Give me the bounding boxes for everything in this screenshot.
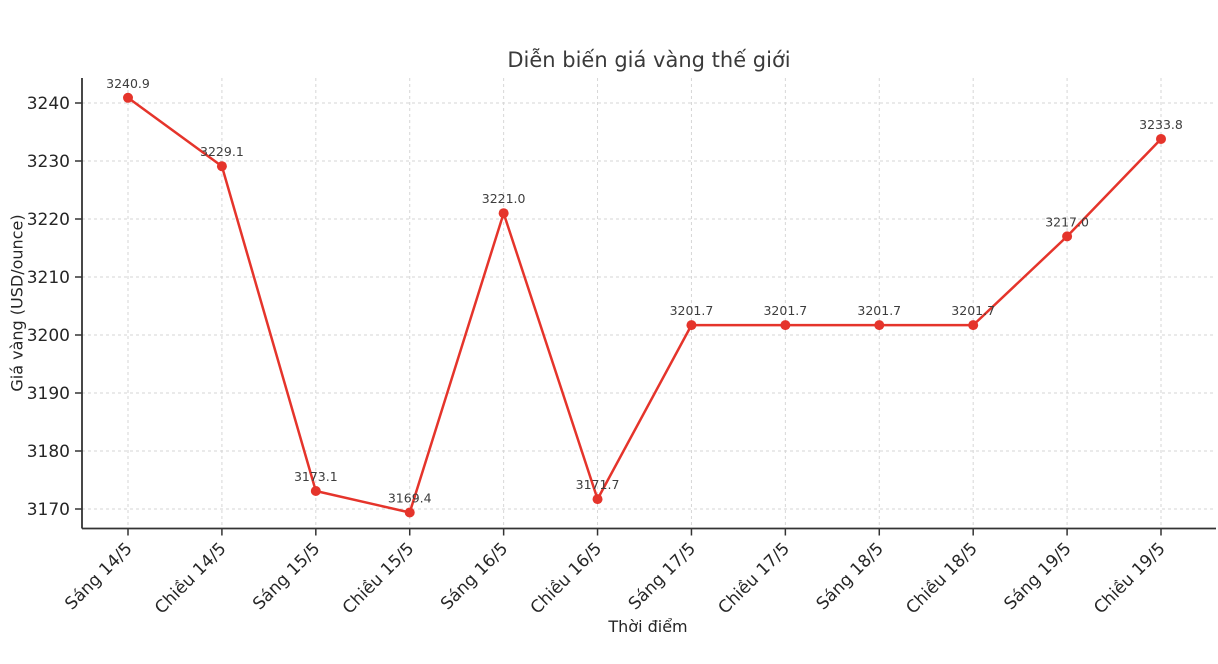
series-line (126, 96, 1163, 514)
data-point-marker (404, 507, 415, 518)
x-tick-label: Sáng 14/5 (61, 539, 136, 614)
y-axis-title: Giá vàng (USD/ounce) (7, 214, 27, 392)
gridlines (82, 78, 1216, 529)
data-point-marker (123, 92, 133, 103)
x-tick-label: Chiều 16/5 (526, 538, 606, 618)
data-point-label: 3229.1 (200, 144, 244, 159)
data-point-marker (498, 208, 509, 219)
data-point-label: 3171.7 (576, 477, 620, 492)
data-point-marker (310, 486, 321, 497)
axis-ticks (75, 102, 1162, 536)
data-point-marker (968, 320, 979, 331)
data-point-marker (1062, 231, 1073, 242)
data-point-label: 3201.7 (857, 303, 901, 318)
x-tick-label: Chiều 18/5 (902, 538, 982, 618)
data-point-label: 3201.7 (951, 303, 995, 318)
data-point-marker (216, 161, 227, 172)
y-tick-label: 3240 (27, 94, 70, 114)
x-tick-label: Sáng 17/5 (625, 539, 700, 614)
data-point-label: 3201.7 (763, 303, 807, 318)
chart-title: Diễn biến giá vàng thế giới (507, 48, 791, 72)
x-tick-label: Chiều 19/5 (1089, 538, 1169, 618)
data-point-marker (686, 320, 697, 331)
x-tick-label: Sáng 18/5 (813, 539, 888, 614)
y-tick-label: 3230 (27, 152, 70, 172)
data-points (123, 92, 1166, 518)
y-tick-labels: 3170 3180 3190 3200 3210 3220 3230 3240 (27, 94, 70, 520)
data-point-label: 3201.7 (670, 303, 714, 318)
data-point-label: 3217.0 (1045, 214, 1089, 229)
x-tick-label: Sáng 19/5 (1000, 539, 1075, 614)
data-point-marker (1156, 133, 1166, 144)
x-tick-label: Sáng 15/5 (249, 539, 324, 614)
x-axis-title: Thời điểm (608, 617, 688, 636)
y-tick-label: 3220 (27, 210, 70, 230)
price-line (126, 96, 1163, 514)
y-tick-label: 3170 (27, 500, 70, 520)
x-tick-label: Chiều 15/5 (338, 538, 418, 618)
y-tick-label: 3180 (27, 442, 70, 462)
x-tick-labels: Sáng 14/5 Chiều 14/5 Sáng 15/5 Chiều 15/5 Sá… (61, 538, 1169, 618)
data-point-label: 3233.8 (1139, 117, 1183, 132)
x-tick-label: Chiều 17/5 (714, 538, 794, 618)
data-point-marker (780, 320, 791, 331)
data-point-label: 3169.4 (388, 490, 432, 505)
data-point-marker (874, 320, 885, 331)
data-point-label: 3173.1 (294, 469, 338, 484)
y-tick-label: 3190 (27, 384, 70, 404)
x-tick-label: Chiều 14/5 (150, 538, 230, 618)
y-tick-label: 3200 (27, 326, 70, 346)
data-labels: 3240.9 3229.1 3173.1 3169.4 3221.0 3171.7 3201… (106, 76, 1183, 506)
x-tick-label: Sáng 16/5 (437, 539, 512, 614)
data-point-marker (592, 494, 603, 505)
data-point-label: 3221.0 (482, 191, 526, 206)
data-point-label: 3240.9 (106, 76, 150, 91)
y-tick-label: 3210 (27, 268, 70, 288)
axes-spines (81, 78, 1216, 530)
